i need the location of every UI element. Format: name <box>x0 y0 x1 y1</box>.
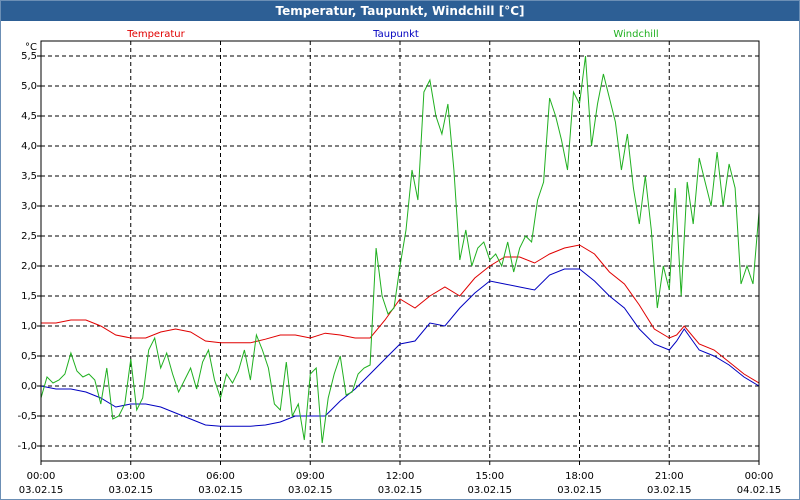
x-tick-time: 12:00 <box>386 471 415 482</box>
legend-windchill: Windchill <box>613 29 658 40</box>
x-tick-date: 03.02.15 <box>647 485 692 496</box>
x-tick-date: 03.02.15 <box>198 485 243 496</box>
y-tick-label: 3,5 <box>21 171 37 182</box>
x-tick-time: 09:00 <box>296 471 325 482</box>
legend: Temperatur Taupunkt Windchill <box>126 29 658 40</box>
y-tick-label: 5,5 <box>21 51 37 62</box>
series-line-temperatur <box>41 244 760 384</box>
x-tick-time: 15:00 <box>475 471 504 482</box>
x-tick-time: 03:00 <box>116 471 145 482</box>
y-tick-label: 3,0 <box>21 201 37 212</box>
y-tick-label: 2,0 <box>21 261 37 272</box>
axes: -1,0 -0,5 0,0 0,5 1,0 1,5 2,0 2,5 3,0 3,5 4,0 4,5 5,… <box>17 40 782 496</box>
x-tick-date: 03.02.15 <box>467 485 512 496</box>
y-tick-label: 4,0 <box>21 141 37 152</box>
grid-lines <box>41 41 759 461</box>
y-tick-label: 0,5 <box>21 351 37 362</box>
y-tick-label: 1,5 <box>21 291 37 302</box>
chart-area: Temperatur Taupunkt Windchill -1,0 -0,5 0,0 0… <box>17 29 782 496</box>
y-tick-label: 4,5 <box>21 111 37 122</box>
x-tick-date: 03.02.15 <box>288 485 333 496</box>
y-tick-label: -1,0 <box>17 441 37 452</box>
y-tick-label: 5,0 <box>21 81 37 92</box>
plot-frame <box>40 40 760 462</box>
x-tick-date: 03.02.15 <box>19 485 64 496</box>
y-tick-label: -0,5 <box>17 411 37 422</box>
x-tick-time: 00:00 <box>745 471 774 482</box>
legend-temperatur: Temperatur <box>126 29 185 40</box>
y-tick-label: 1,0 <box>21 321 37 332</box>
x-tick-date: 04.02.15 <box>737 485 782 496</box>
y-tick-label: 0,0 <box>21 381 37 392</box>
x-tick-time: 18:00 <box>565 471 594 482</box>
series-line-windchill <box>40 55 760 444</box>
y-axis-unit: °C <box>25 42 37 53</box>
legend-taupunkt: Taupunkt <box>372 29 419 40</box>
x-tick-time: 00:00 <box>27 471 56 482</box>
x-tick-time: 06:00 <box>206 471 235 482</box>
series-lines <box>40 55 760 444</box>
window-title: Temperatur, Taupunkt, Windchill [°C] <box>1 1 799 21</box>
x-tick-date: 03.02.15 <box>557 485 602 496</box>
y-tick-label: 2,5 <box>21 231 37 242</box>
series-line-taupunkt <box>40 268 760 427</box>
x-tick-date: 03.02.15 <box>378 485 423 496</box>
x-tick-time: 21:00 <box>655 471 684 482</box>
x-tick-date: 03.02.15 <box>108 485 153 496</box>
